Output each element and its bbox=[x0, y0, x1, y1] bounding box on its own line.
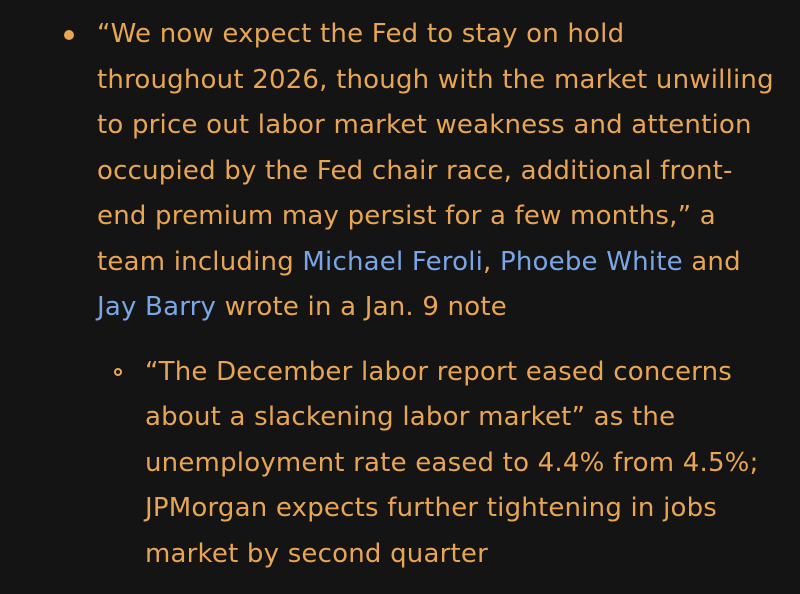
sub-list-item: “The December labor report eased concern… bbox=[114, 350, 765, 578]
quote-text: “We now expect the Fed to stay on hold t… bbox=[97, 19, 774, 277]
list-item: “We now expect the Fed to stay on hold t… bbox=[64, 0, 777, 331]
bullet-list: “We now expect the Fed to stay on hold t… bbox=[64, 0, 777, 331]
sub-bullet-list-container: “The December labor report eased concern… bbox=[0, 350, 800, 578]
attribution-text: wrote in a Jan. 9 note bbox=[216, 292, 507, 322]
separator-text: , bbox=[483, 246, 500, 277]
bullet-circle-icon bbox=[114, 367, 122, 376]
conjunction-text: and bbox=[682, 246, 741, 277]
author-link-jay-barry[interactable]: Jay Barry bbox=[97, 292, 217, 322]
author-link-michael-feroli[interactable]: Michael Feroli bbox=[302, 246, 484, 277]
author-link-phoebe-white[interactable]: Phoebe White bbox=[499, 246, 683, 277]
bullet-disc-icon bbox=[64, 30, 74, 40]
sub-bullet-text: “The December labor report eased concern… bbox=[145, 356, 759, 569]
article-body: “We now expect the Fed to stay on hold t… bbox=[0, 0, 800, 578]
